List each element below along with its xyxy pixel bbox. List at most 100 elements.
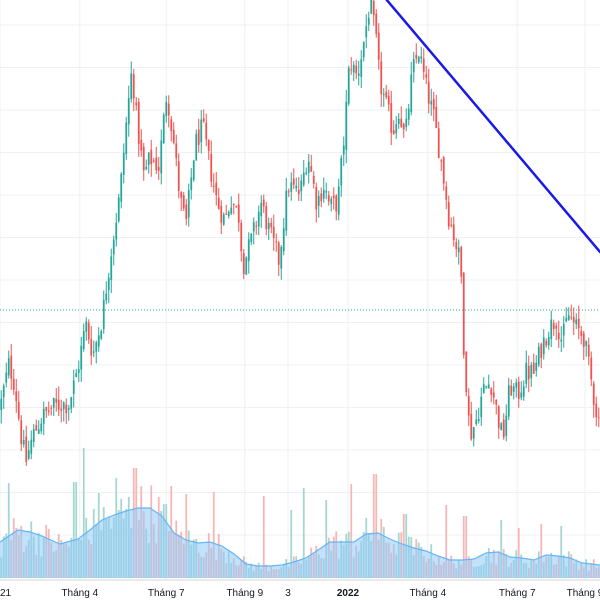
candle-down — [510, 385, 513, 396]
candle-up — [130, 73, 133, 99]
candle-down — [422, 58, 425, 72]
candle-down — [595, 403, 598, 418]
candle-up — [325, 190, 328, 193]
candle-down — [12, 378, 15, 391]
candle-down — [135, 102, 138, 106]
candle-down — [440, 160, 443, 162]
candle-down — [545, 340, 548, 346]
x-tick-label: Tháng 7 — [148, 588, 185, 599]
volume-ma-area — [0, 508, 600, 578]
volume-bar-down — [540, 524, 543, 578]
candle-down — [497, 406, 500, 429]
trendline — [385, 0, 600, 254]
candle-down — [442, 157, 445, 184]
candle-up — [347, 67, 350, 104]
candle-down — [215, 182, 218, 196]
candle-up — [487, 384, 490, 389]
candle-down — [297, 189, 300, 195]
volume-bar-up — [290, 510, 293, 578]
candle-down — [597, 417, 600, 419]
candle-up — [500, 423, 503, 431]
candle-down — [380, 61, 383, 95]
candle-down — [17, 401, 20, 419]
candle-down — [460, 247, 463, 277]
candle-down — [142, 147, 145, 171]
candle-down — [87, 322, 90, 340]
candle-down — [332, 195, 335, 199]
candle-down — [65, 404, 68, 414]
candle-down — [202, 118, 205, 122]
candle-down — [517, 381, 520, 399]
candle-down — [590, 357, 593, 380]
candle-down — [10, 355, 13, 379]
candle-down — [205, 122, 208, 140]
candle-down — [212, 185, 215, 187]
candle-down — [272, 226, 275, 239]
candle-up — [280, 246, 283, 269]
candle-down — [527, 366, 530, 380]
candle-down — [157, 167, 160, 171]
candle-down — [35, 425, 38, 431]
candle-down — [437, 128, 440, 158]
candle-up — [147, 152, 150, 165]
candle-down — [265, 206, 268, 229]
candle-down — [242, 253, 245, 274]
candle-down — [262, 199, 265, 207]
candle-up — [290, 182, 293, 192]
candle-down — [275, 241, 278, 243]
volume-bar-down — [445, 505, 448, 578]
x-tick-label: 21 — [0, 588, 12, 599]
candle-down — [327, 195, 330, 202]
volume-ma-line — [0, 507, 600, 567]
candle-up — [260, 202, 263, 217]
candle-up — [330, 198, 333, 204]
candle-up — [192, 160, 195, 180]
candle-up — [352, 64, 355, 73]
candle-up — [97, 335, 100, 347]
candle-down — [470, 413, 473, 440]
candle-down — [177, 161, 180, 192]
volume-bar-down — [212, 492, 215, 578]
volume-bar-up — [72, 482, 75, 578]
candle-down — [452, 224, 455, 241]
candle-down — [315, 187, 318, 210]
candle-up — [477, 419, 480, 422]
candle-up — [397, 118, 400, 124]
trendline-drawing[interactable] — [377, 0, 600, 254]
candle-up — [85, 321, 88, 332]
candle-up — [342, 145, 345, 155]
candle-up — [522, 386, 525, 397]
candle-up — [252, 222, 255, 232]
candle-up — [560, 339, 563, 342]
candle-down — [155, 157, 158, 171]
candle-up — [37, 429, 40, 434]
x-tick-label: 2022 — [337, 588, 360, 599]
candle-down — [47, 410, 50, 412]
candle-up — [122, 152, 125, 176]
candle-down — [220, 205, 223, 223]
candle-down — [577, 318, 580, 329]
candle-up — [567, 315, 570, 320]
candle-up — [282, 228, 285, 252]
time-axis[interactable]: 21 Tháng 4 Tháng 7 Tháng 9 3 2022 Tháng 4 Tháng… — [0, 579, 600, 600]
candle-up — [75, 373, 78, 378]
candle-up — [145, 167, 148, 170]
candle-up — [82, 331, 85, 349]
candle-up — [480, 396, 483, 418]
candle-down — [310, 166, 313, 172]
candle-up — [515, 382, 518, 388]
candle-up — [537, 346, 540, 365]
candle-up — [322, 189, 325, 199]
candle-down — [185, 204, 188, 220]
candle-up — [420, 56, 423, 59]
candle-down — [490, 388, 493, 395]
candle-up — [92, 351, 95, 353]
candle-up — [410, 74, 413, 113]
candle-up — [405, 118, 408, 127]
candle-up — [160, 140, 163, 174]
candle-up — [77, 369, 80, 373]
x-tick-label: Tháng 7 — [499, 588, 536, 599]
candle-down — [502, 419, 505, 438]
candle-down — [582, 333, 585, 347]
